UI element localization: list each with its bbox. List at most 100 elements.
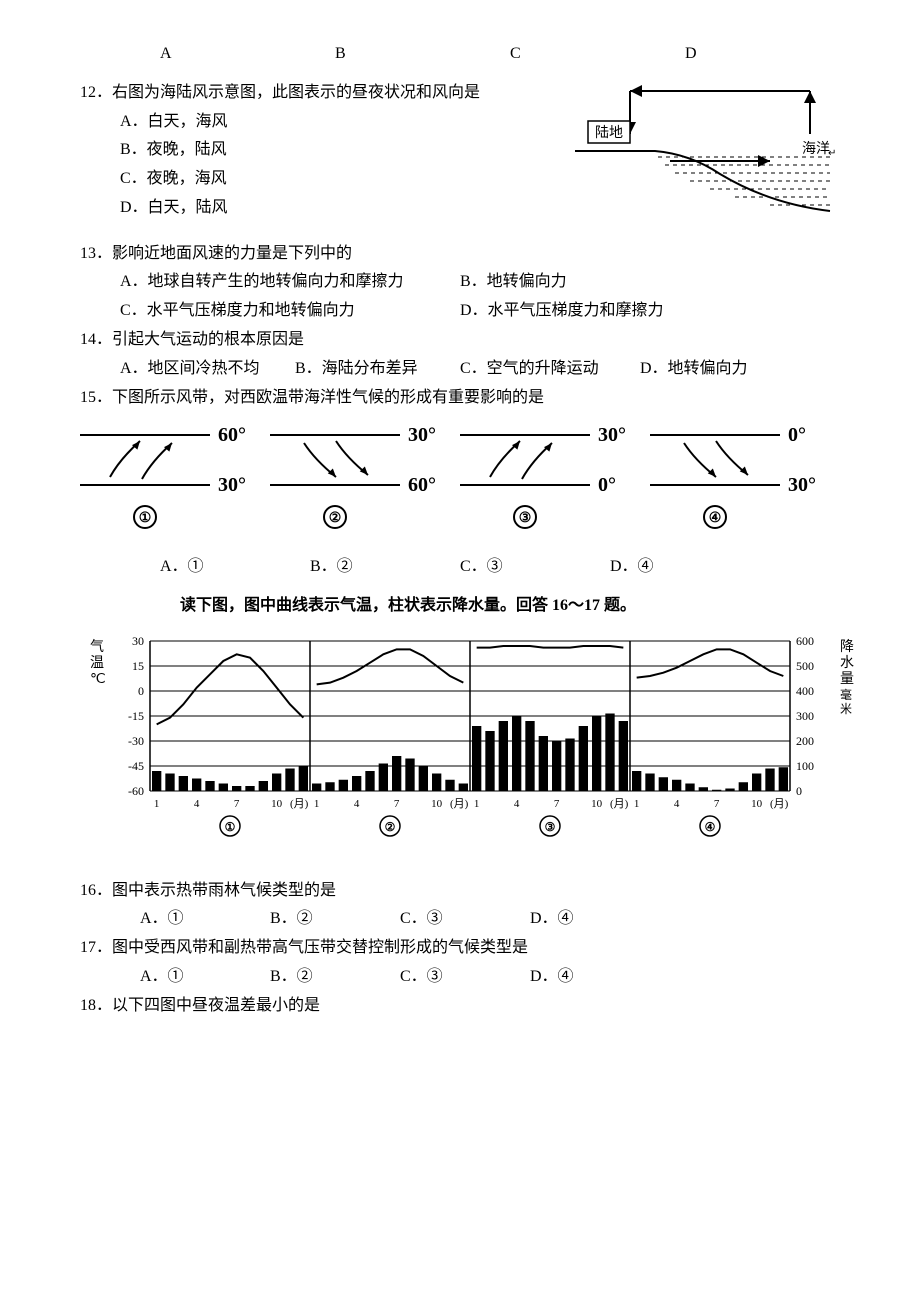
- q15-number: 15: [80, 389, 96, 406]
- svg-text:0°: 0°: [788, 424, 806, 446]
- svg-text:15: 15: [132, 659, 144, 673]
- q12-option-c[interactable]: C．夜晚，海风: [120, 165, 570, 194]
- q17-option-c[interactable]: C．③: [400, 963, 530, 992]
- svg-text:10: 10: [431, 798, 443, 810]
- svg-text:1: 1: [634, 798, 640, 810]
- q14-option-b[interactable]: B．海陆分布差异: [295, 355, 460, 384]
- q17-option-a[interactable]: A．①: [140, 963, 270, 992]
- svg-text:30°: 30°: [408, 424, 436, 446]
- svg-text:1: 1: [154, 798, 160, 810]
- q13-option-d[interactable]: D．水平气压梯度力和摩擦力: [460, 297, 780, 326]
- q17-text: 图中受西风带和副热带高气压带交替控制形成的气候类型是: [112, 939, 528, 956]
- q17-number: 17: [80, 939, 96, 956]
- q16-option-c[interactable]: C．③: [400, 905, 530, 934]
- climate-intro: 读下图，图中曲线表示气温，柱状表示降水量。回答 16～17 题。: [180, 597, 636, 614]
- svg-text:③: ③: [519, 511, 532, 526]
- svg-text:℃: ℃: [90, 672, 106, 687]
- svg-text:30°: 30°: [598, 424, 626, 446]
- q15-option-c[interactable]: C．③: [460, 553, 610, 582]
- svg-text:10: 10: [271, 798, 283, 810]
- q15-option-b[interactable]: B．②: [310, 553, 460, 582]
- svg-text:100: 100: [796, 759, 814, 773]
- svg-text:④: ④: [709, 511, 722, 526]
- svg-text:10: 10: [591, 798, 603, 810]
- svg-text:毫: 毫: [840, 687, 852, 702]
- svg-text:60°: 60°: [218, 424, 246, 446]
- q13-option-b[interactable]: B．地转偏向力: [460, 268, 780, 297]
- svg-text:-30: -30: [128, 734, 144, 748]
- q12-text: 右图为海陆风示意图，此图表示的昼夜状况和风向是: [112, 84, 480, 101]
- svg-text:7: 7: [234, 798, 240, 810]
- svg-text:量: 量: [840, 671, 854, 687]
- label-c: C: [510, 40, 685, 69]
- svg-text:(月): (月): [290, 798, 309, 810]
- svg-text:水: 水: [840, 655, 854, 671]
- q12-number: 12: [80, 84, 96, 101]
- svg-text:4: 4: [674, 798, 680, 810]
- q13-number: 13: [80, 245, 96, 262]
- q18-number: 18: [80, 997, 96, 1014]
- svg-text:7: 7: [554, 798, 560, 810]
- sea-label: 海洋: [802, 141, 830, 157]
- svg-text:④: ④: [705, 820, 716, 834]
- svg-text:600: 600: [796, 634, 814, 648]
- svg-text:0: 0: [796, 784, 802, 798]
- svg-text:30°: 30°: [218, 474, 246, 496]
- svg-text:4: 4: [354, 798, 360, 810]
- q16-option-b[interactable]: B．②: [270, 905, 400, 934]
- q14-text: 引起大气运动的根本原因是: [112, 331, 304, 348]
- svg-text:7: 7: [394, 798, 400, 810]
- climate-chart: 气温℃降水量毫米30150-15-30-45-60600500400300200…: [80, 631, 860, 851]
- q15-option-a[interactable]: A．①: [160, 553, 310, 582]
- svg-text:4: 4: [194, 798, 200, 810]
- svg-text:400: 400: [796, 684, 814, 698]
- svg-text:10: 10: [751, 798, 763, 810]
- q16-option-d[interactable]: D．④: [530, 905, 660, 934]
- svg-text:降: 降: [840, 639, 854, 655]
- svg-text:1: 1: [314, 798, 320, 810]
- q16-option-a[interactable]: A．①: [140, 905, 270, 934]
- q14-option-c[interactable]: C．空气的升降运动: [460, 355, 640, 384]
- svg-text:-60: -60: [128, 784, 144, 798]
- svg-text:③: ③: [545, 820, 556, 834]
- q12-option-a[interactable]: A．白天，海风: [120, 108, 570, 137]
- q15-option-d[interactable]: D．④: [610, 553, 760, 582]
- svg-text:①: ①: [139, 511, 152, 526]
- q13-option-c[interactable]: C．水平气压梯度力和地转偏向力: [120, 297, 460, 326]
- svg-text:60°: 60°: [408, 474, 436, 496]
- svg-text:①: ①: [225, 820, 236, 834]
- svg-text:7: 7: [714, 798, 720, 810]
- svg-text:(月): (月): [450, 798, 469, 810]
- svg-text:②: ②: [329, 511, 342, 526]
- svg-text:500: 500: [796, 659, 814, 673]
- svg-text:30: 30: [132, 634, 144, 648]
- svg-text:温: 温: [90, 655, 104, 671]
- q18-text: 以下四图中昼夜温差最小的是: [112, 997, 320, 1014]
- svg-text:0: 0: [138, 684, 144, 698]
- q12-option-d[interactable]: D．白天，陆风: [120, 194, 570, 223]
- svg-text:(月): (月): [610, 798, 629, 810]
- svg-text:气: 气: [90, 639, 104, 655]
- wind-belt-diagram: 60° 30° ① 30° 60° ② 30° 0° ③ 0° 30° ④: [80, 417, 840, 537]
- label-a: A: [160, 40, 335, 69]
- q13-text: 影响近地面风速的力量是下列中的: [112, 245, 352, 262]
- q14-option-a[interactable]: A．地区间冷热不均: [120, 355, 295, 384]
- svg-text:↵: ↵: [828, 148, 836, 159]
- svg-text:1: 1: [474, 798, 480, 810]
- svg-text:(月): (月): [770, 798, 789, 810]
- q14-option-d[interactable]: D．地转偏向力: [640, 355, 800, 384]
- q17-option-b[interactable]: B．②: [270, 963, 400, 992]
- q13-option-a[interactable]: A．地球自转产生的地转偏向力和摩擦力: [120, 268, 460, 297]
- label-b: B: [335, 40, 510, 69]
- svg-text:200: 200: [796, 734, 814, 748]
- svg-text:4: 4: [514, 798, 520, 810]
- land-label: 陆地: [595, 125, 623, 141]
- q15-text: 下图所示风带，对西欧温带海洋性气候的形成有重要影响的是: [112, 389, 544, 406]
- q16-text: 图中表示热带雨林气候类型的是: [112, 882, 336, 899]
- svg-text:②: ②: [385, 820, 396, 834]
- svg-text:-15: -15: [128, 709, 144, 723]
- q12-option-b[interactable]: B．夜晚，陆风: [120, 136, 570, 165]
- svg-text:30°: 30°: [788, 474, 816, 496]
- svg-text:0°: 0°: [598, 474, 616, 496]
- q17-option-d[interactable]: D．④: [530, 963, 660, 992]
